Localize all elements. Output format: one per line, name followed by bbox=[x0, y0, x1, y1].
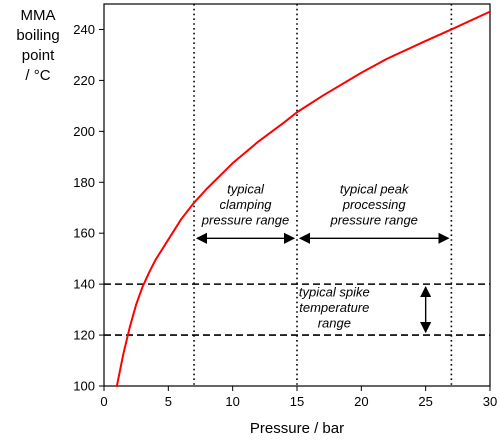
y-axis-label: MMA boiling point / °C bbox=[16, 7, 59, 84]
x-tick-label: 5 bbox=[165, 394, 172, 409]
x-tick-label: 15 bbox=[290, 394, 304, 409]
x-tick-label: 30 bbox=[483, 394, 497, 409]
y-tick-label: 160 bbox=[73, 226, 95, 241]
x-axis-label: Pressure / bar bbox=[250, 420, 344, 437]
annotation-text-line: pressure range bbox=[329, 212, 417, 227]
y-axis-ticks: 100 120 140 160 180 200 220 240 bbox=[73, 22, 104, 394]
y-tick-label: 240 bbox=[73, 22, 95, 37]
y-tick-label: 100 bbox=[73, 379, 95, 394]
y-axis-label-line: MMA bbox=[21, 7, 56, 24]
x-tick-label: 10 bbox=[225, 394, 239, 409]
annotation-text-line: typical spike bbox=[299, 284, 370, 299]
annotation-text-line: pressure range bbox=[201, 212, 289, 227]
y-tick-label: 200 bbox=[73, 124, 95, 139]
y-tick-label: 180 bbox=[73, 175, 95, 190]
series-line bbox=[115, 10, 491, 387]
y-axis-label-line: / °C bbox=[25, 67, 50, 84]
annotation-text-line: clamping bbox=[220, 197, 273, 212]
x-tick-label: 20 bbox=[354, 394, 368, 409]
series-group bbox=[115, 10, 491, 387]
y-tick-label: 140 bbox=[73, 277, 95, 292]
y-tick-label: 220 bbox=[73, 73, 95, 88]
y-axis-label-line: boiling bbox=[16, 27, 59, 44]
annotation-text-line: processing bbox=[342, 197, 407, 212]
annotation-text-line: typical peak bbox=[340, 181, 410, 196]
plot-frame bbox=[103, 3, 491, 387]
x-axis-ticks: 0 5 10 15 20 25 30 bbox=[100, 386, 497, 409]
x-tick-label: 0 bbox=[100, 394, 107, 409]
reference-lines bbox=[104, 4, 490, 386]
annotation-text-line: range bbox=[318, 315, 351, 330]
y-axis-label-line: point bbox=[22, 47, 55, 64]
annotation-text-line: typical bbox=[227, 181, 265, 196]
x-tick-label: 25 bbox=[418, 394, 432, 409]
y-tick-label: 120 bbox=[73, 328, 95, 343]
annotation-text-line: temperature bbox=[299, 300, 369, 315]
